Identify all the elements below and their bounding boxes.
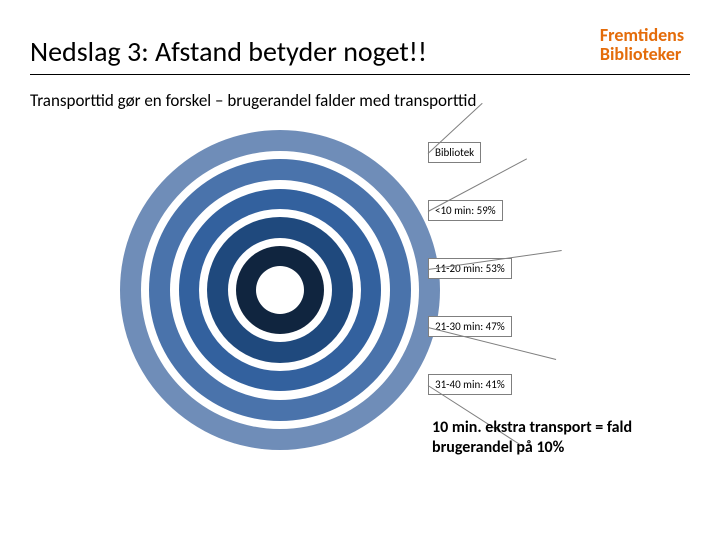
chart-label: 11-20 min: 53% xyxy=(428,258,512,279)
brand-logo: Fremtidens Biblioteker xyxy=(600,26,684,64)
ring xyxy=(256,266,304,314)
chart-label: 31-40 min: 41% xyxy=(428,374,512,395)
logo-line-2: Biblioteker xyxy=(600,45,684,64)
slide: { "logo": { "line1": "Fremtidens", "line… xyxy=(0,0,720,540)
page-title: Nedslag 3: Afstand betyder noget!! xyxy=(30,34,427,69)
concentric-ring-chart xyxy=(120,130,440,450)
subtitle: Transporttid gør en forskel – brugerande… xyxy=(30,90,476,111)
title-separator xyxy=(30,74,690,75)
summary-text: 10 min. ekstra transport = fald brugeran… xyxy=(432,418,682,458)
chart-label: 21-30 min: 47% xyxy=(428,316,512,337)
chart-label: <10 min: 59% xyxy=(428,200,503,221)
